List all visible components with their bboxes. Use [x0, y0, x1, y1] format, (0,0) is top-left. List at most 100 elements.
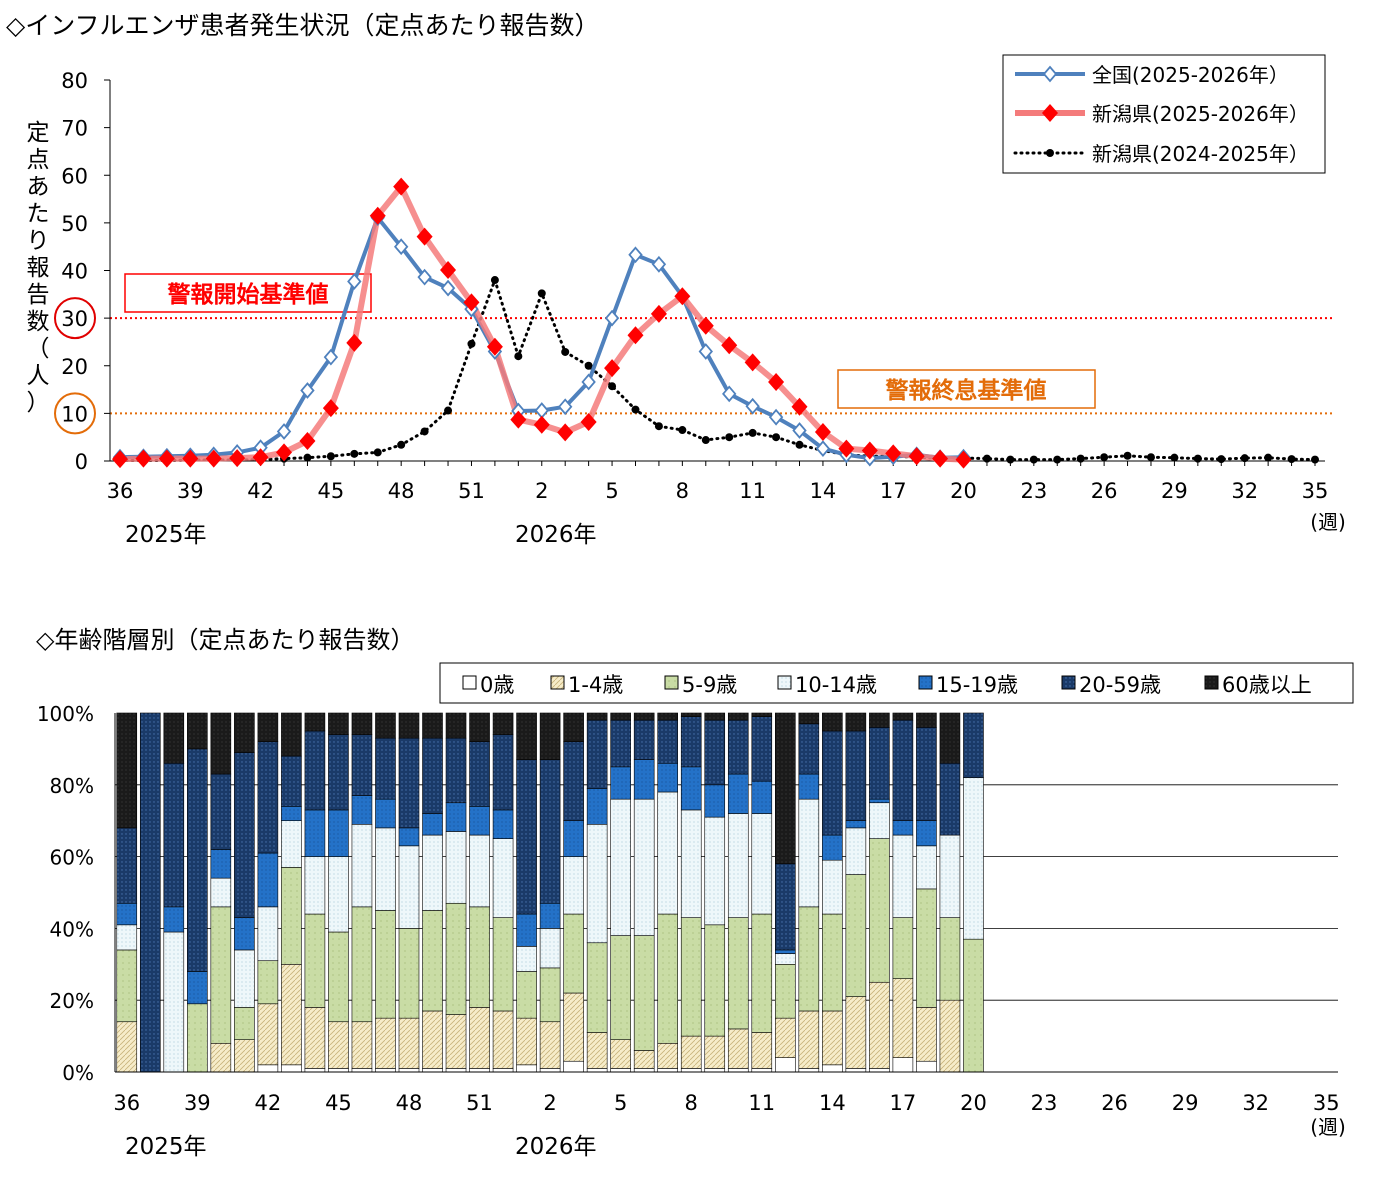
bar-segment	[328, 931, 349, 1023]
bar-segment	[351, 795, 373, 825]
point-niigata	[252, 448, 269, 467]
bar-segment	[610, 719, 631, 768]
x-tick-label: 14	[819, 1091, 846, 1115]
bar-segment	[398, 845, 420, 929]
point-niigata	[182, 449, 199, 468]
bar-segment	[563, 856, 584, 915]
bar-segment	[775, 953, 796, 965]
bar-segment	[304, 1068, 326, 1073]
y-axis-label-char: 数	[27, 309, 50, 335]
x-tick-label: 48	[396, 1091, 423, 1115]
point-niigata	[557, 423, 574, 442]
legend-label: 60歳以上	[1222, 673, 1312, 697]
point-national	[628, 246, 643, 264]
bar-segment	[351, 823, 373, 908]
legend-niigata-2024-label: 新潟県(2024-2025年）	[1092, 142, 1309, 166]
bar-segment	[422, 910, 443, 1012]
bar-segment	[539, 712, 561, 760]
bar-segment	[257, 1064, 279, 1073]
bar-segment	[257, 906, 279, 962]
bar-segment	[210, 877, 232, 908]
bar-segment	[469, 834, 490, 908]
point-niigata	[932, 449, 949, 468]
bar-segment	[657, 712, 678, 721]
bar-segment	[516, 913, 537, 947]
x-tick-label: 32	[1231, 479, 1258, 503]
bar-segment	[704, 712, 726, 721]
y-tick-label: 0%	[62, 1061, 94, 1085]
bar-segment	[633, 935, 655, 1051]
y-axis-label-char: 点	[27, 147, 50, 173]
bar-segment	[210, 906, 232, 1044]
bar-segment	[610, 1068, 631, 1073]
x-axis-unit: (週)	[1310, 1115, 1346, 1139]
bar-segment	[328, 856, 349, 933]
bar-segment	[775, 863, 796, 951]
bar-segment	[445, 802, 467, 832]
bar-segment	[892, 1057, 914, 1073]
bar-segment	[586, 823, 608, 944]
bar-segment	[751, 913, 773, 1033]
bar-segment	[892, 978, 914, 1058]
bar-segment	[586, 712, 608, 721]
bar-segment	[869, 798, 890, 804]
y-tick-label: 20%	[50, 989, 94, 1013]
series-line-niigata-2024	[118, 275, 1317, 462]
bar-segment	[633, 719, 655, 760]
point-niigata-2024	[982, 454, 991, 463]
point-national	[651, 255, 667, 273]
bar-segment	[375, 1068, 396, 1073]
alert-circle-marker	[54, 297, 96, 340]
bar-segment	[469, 906, 490, 1008]
x-tick-label: 20	[950, 479, 977, 503]
x-tick-label: 39	[184, 1091, 211, 1115]
x-tick-label: 45	[325, 1091, 352, 1115]
bar-segment	[187, 1003, 208, 1073]
point-niigata	[861, 441, 878, 460]
bar-segment	[751, 716, 773, 782]
bar-segment	[187, 748, 208, 972]
bar-segment	[939, 712, 961, 764]
point-niigata	[158, 449, 175, 468]
y-axis-label-char: 報	[27, 255, 50, 281]
x-tick-label: 8	[676, 479, 689, 503]
y-tick-label: 40	[61, 260, 88, 284]
bar-segment	[116, 712, 138, 829]
bar-segment	[539, 759, 561, 904]
point-niigata-2024	[1123, 451, 1132, 460]
y-tick-label: 40%	[50, 917, 94, 941]
bar-segment	[163, 712, 185, 764]
bar-segment	[445, 712, 467, 739]
point-national	[581, 373, 596, 391]
x-tick-label: 2	[543, 1091, 556, 1115]
bar-segment	[351, 906, 373, 1023]
point-niigata	[650, 304, 667, 323]
point-niigata	[768, 372, 785, 391]
point-niigata	[580, 412, 597, 431]
bar-segment	[657, 1042, 678, 1069]
bar-segment	[916, 1007, 937, 1062]
bar-segment	[304, 730, 326, 811]
legend-swatch	[918, 675, 933, 690]
point-niigata	[955, 450, 972, 469]
x-tick-label: 26	[1101, 1091, 1128, 1115]
x-axis-unit: (週)	[1310, 510, 1346, 534]
point-niigata-2024	[1146, 453, 1155, 462]
bar-segment	[963, 712, 984, 778]
bar-segment	[351, 734, 373, 796]
point-niigata-2024	[1076, 454, 1085, 463]
bar-segment	[422, 737, 443, 814]
bar-segment	[727, 1028, 749, 1069]
bar-segment	[375, 798, 396, 829]
bar-segment	[304, 809, 326, 857]
y-tick-label: 70	[61, 117, 88, 141]
x-tick-label: 26	[1091, 479, 1118, 503]
bar-segment	[727, 813, 749, 918]
bar-segment	[422, 813, 443, 836]
bar-segment	[304, 913, 326, 1008]
bar-segment	[516, 946, 537, 972]
bar-segment	[492, 1068, 514, 1073]
y-tick-label: 50	[61, 212, 88, 236]
bar-segment	[539, 902, 561, 929]
bar-segment	[869, 838, 890, 983]
